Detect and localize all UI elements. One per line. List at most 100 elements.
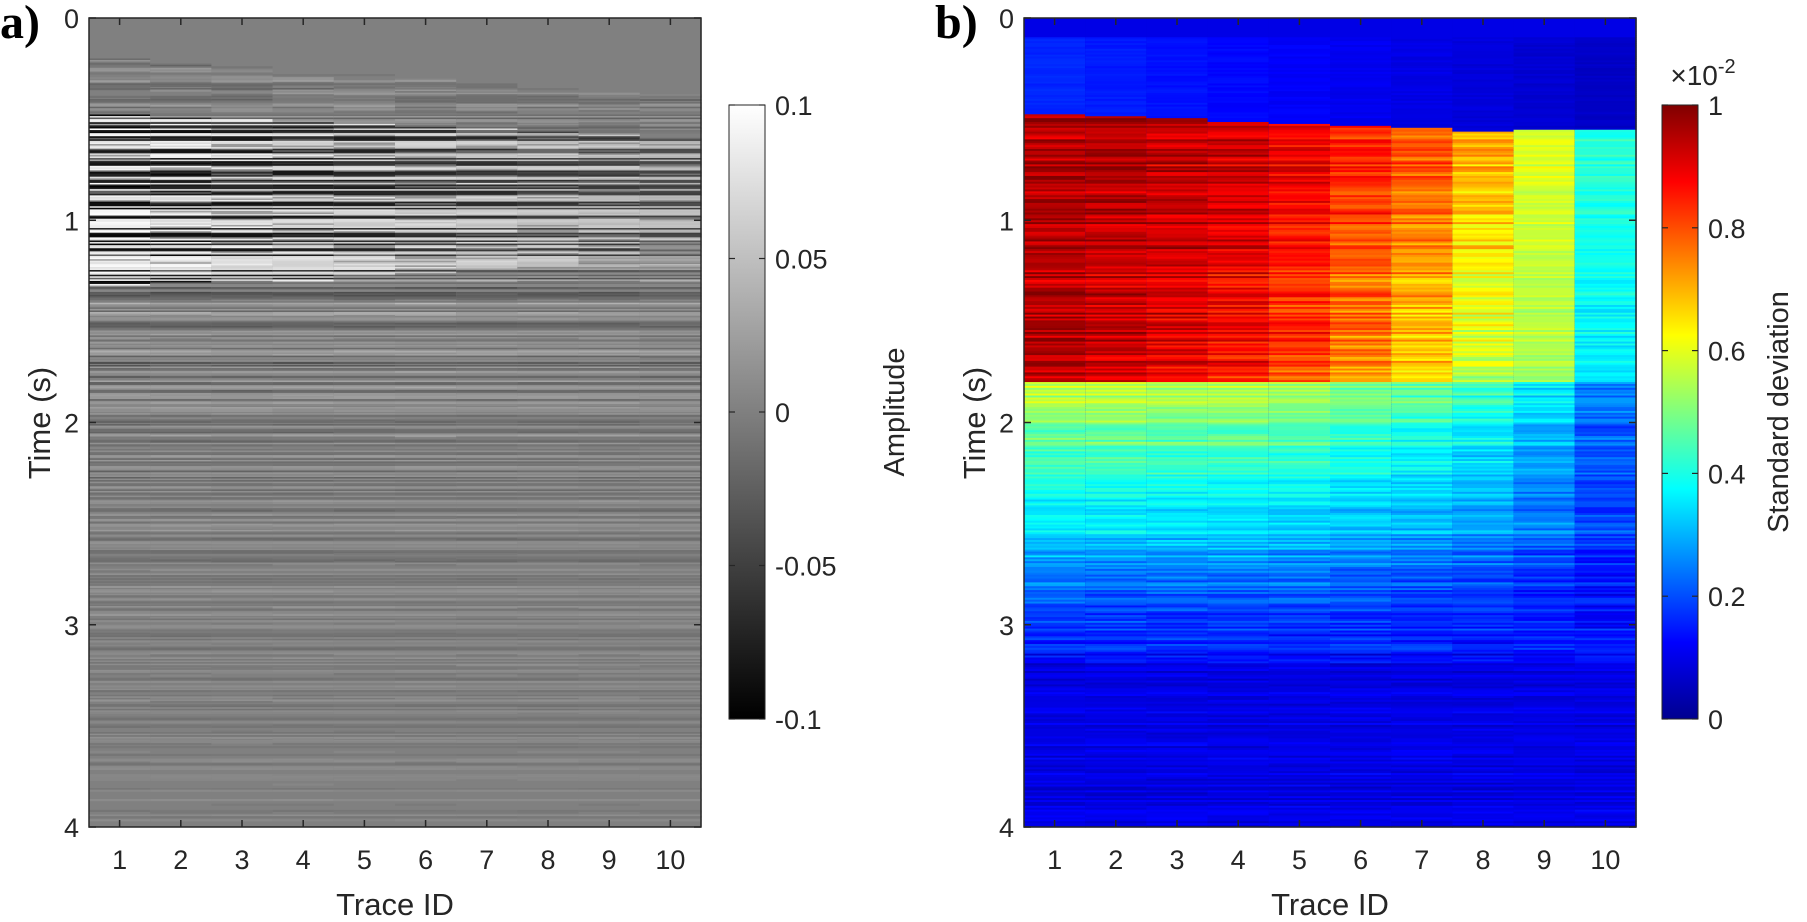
heat-cell <box>272 598 335 601</box>
heat-cell <box>395 220 457 223</box>
heat-cell <box>395 543 457 547</box>
std-cell <box>1146 455 1209 458</box>
std-cell <box>1146 497 1209 501</box>
std-cell <box>1085 397 1147 400</box>
heat-cell <box>211 556 274 559</box>
std-cell <box>1085 145 1147 148</box>
heat-cell <box>578 332 641 335</box>
heat-cell <box>395 495 457 498</box>
heat-cell <box>211 316 274 319</box>
heat-cell <box>333 249 396 252</box>
heat-cell <box>272 710 335 713</box>
heat-cell <box>272 634 335 637</box>
heat-cell <box>333 266 396 270</box>
heat-cell <box>211 179 274 182</box>
heat-cell <box>639 646 702 649</box>
heat-cell <box>639 189 702 192</box>
heat-cell <box>456 290 518 293</box>
std-cell <box>1024 318 1086 322</box>
std-cell <box>1085 649 1147 653</box>
std-cell <box>1146 116 1209 119</box>
std-cell <box>1085 697 1147 701</box>
heat-cell <box>150 495 212 498</box>
heat-cell <box>578 192 641 195</box>
heat-cell <box>333 268 396 271</box>
heat-cell <box>639 590 702 593</box>
heat-cell <box>150 217 212 220</box>
heat-cell <box>150 341 212 344</box>
heat-cell <box>578 428 641 431</box>
heat-cell <box>272 294 335 298</box>
heat-cell <box>639 455 702 458</box>
heat-cell <box>639 746 702 749</box>
heat-cell <box>456 668 518 671</box>
std-cell <box>1146 204 1209 208</box>
heat-cell <box>89 88 151 91</box>
heat-cell <box>639 708 702 711</box>
heat-cell <box>89 550 151 553</box>
heat-cell <box>150 556 212 559</box>
heat-cell <box>272 288 335 291</box>
heat-cell <box>211 190 274 193</box>
heat-cell <box>211 369 274 372</box>
heat-cell <box>150 285 212 288</box>
std-cell <box>1024 557 1086 560</box>
heat-cell <box>395 360 457 363</box>
heat-cell <box>517 814 580 817</box>
std-cell <box>1024 561 1086 564</box>
heat-cell <box>395 209 457 212</box>
std-cell <box>1146 274 1209 277</box>
std-cell <box>1146 108 1209 112</box>
heat-cell <box>395 184 457 187</box>
heat-cell <box>89 648 151 651</box>
heat-cell <box>150 560 212 564</box>
heat-cell <box>150 668 212 671</box>
heat-cell <box>333 84 396 88</box>
std-cell <box>1085 52 1147 56</box>
heat-cell <box>89 724 151 727</box>
heat-cell <box>211 523 274 526</box>
heat-cell <box>272 207 335 210</box>
std-cell <box>1024 382 1086 385</box>
std-cell <box>1024 310 1086 314</box>
heat-cell <box>578 114 641 117</box>
heat-cell <box>395 327 457 330</box>
heat-cell <box>517 724 580 727</box>
heat-cell <box>211 164 274 167</box>
heat-cell <box>150 778 212 781</box>
heat-cell <box>272 273 335 276</box>
std-cell <box>1146 597 1209 601</box>
std-cell <box>1024 335 1086 339</box>
heat-cell <box>395 671 457 674</box>
std-cell <box>1146 162 1209 165</box>
std-cell <box>1085 520 1147 524</box>
heat-cell <box>395 777 457 780</box>
heat-cell <box>150 112 212 116</box>
heat-cell <box>150 293 212 296</box>
heat-cell <box>578 414 641 417</box>
panel-a-colorbar-label: Amplitude <box>879 348 911 477</box>
heat-cell <box>150 368 212 371</box>
heat-cell <box>211 254 274 257</box>
heat-cell <box>150 335 212 338</box>
std-cell <box>1085 123 1147 127</box>
heat-cell <box>456 526 518 529</box>
std-cell <box>1024 166 1086 169</box>
heat-cell <box>150 260 212 263</box>
heat-cell <box>89 462 151 466</box>
heat-cell <box>333 671 396 674</box>
heat-cell <box>517 788 580 791</box>
heat-cell <box>456 534 518 537</box>
heat-cell <box>395 606 457 609</box>
heat-cell <box>272 350 335 354</box>
heat-cell <box>639 354 702 357</box>
std-cell <box>1146 526 1209 530</box>
heat-cell <box>89 372 151 375</box>
heat-cell <box>211 490 274 494</box>
heat-cell <box>517 207 580 210</box>
heat-cell <box>456 490 518 494</box>
heat-cell <box>395 81 457 84</box>
heat-cell <box>517 388 580 391</box>
heat-cell <box>578 335 641 338</box>
heat-cell <box>578 486 641 489</box>
